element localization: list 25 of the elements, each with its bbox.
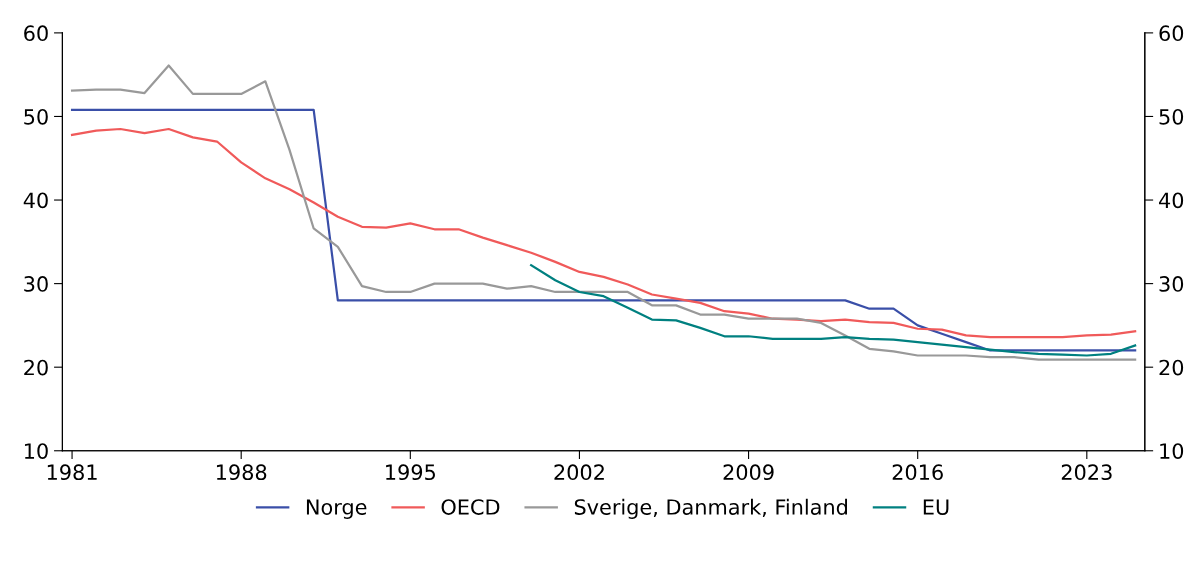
x-tick-label: 1988 <box>216 464 267 481</box>
y2-tick-label: 20 <box>1159 359 1184 376</box>
y2-tick-label: 30 <box>1159 276 1184 292</box>
x-tick-label: 1981 <box>47 464 97 481</box>
x-tick-label: 2016 <box>892 464 943 481</box>
line-series <box>530 264 1137 357</box>
legend-label: EU <box>923 499 949 515</box>
line-series <box>70 64 1137 361</box>
y-tick-label: 60 <box>24 25 48 42</box>
y-tick-label: 20 <box>24 359 48 376</box>
y2-tick-label: 40 <box>1159 192 1184 209</box>
x-tick-label: 1995 <box>386 464 435 481</box>
y-tick-label: 40 <box>23 192 48 209</box>
y-tick-label: 50 <box>24 108 48 125</box>
y-tick-label: 10 <box>24 443 48 459</box>
y-tick-label: 30 <box>24 276 48 292</box>
legend-label: OECD <box>441 499 500 515</box>
x-tick-label: 2002 <box>554 464 604 481</box>
legend-label: Sverige, Danmark, Finland <box>574 498 847 519</box>
legend-label: Norge <box>306 499 367 519</box>
x-tick-label: 2009 <box>723 464 774 481</box>
x-tick-label: 2023 <box>1061 464 1112 481</box>
y2-tick-label: 50 <box>1159 108 1184 125</box>
y2-tick-label: 60 <box>1159 25 1184 42</box>
y2-tick-label: 10 <box>1160 443 1184 459</box>
